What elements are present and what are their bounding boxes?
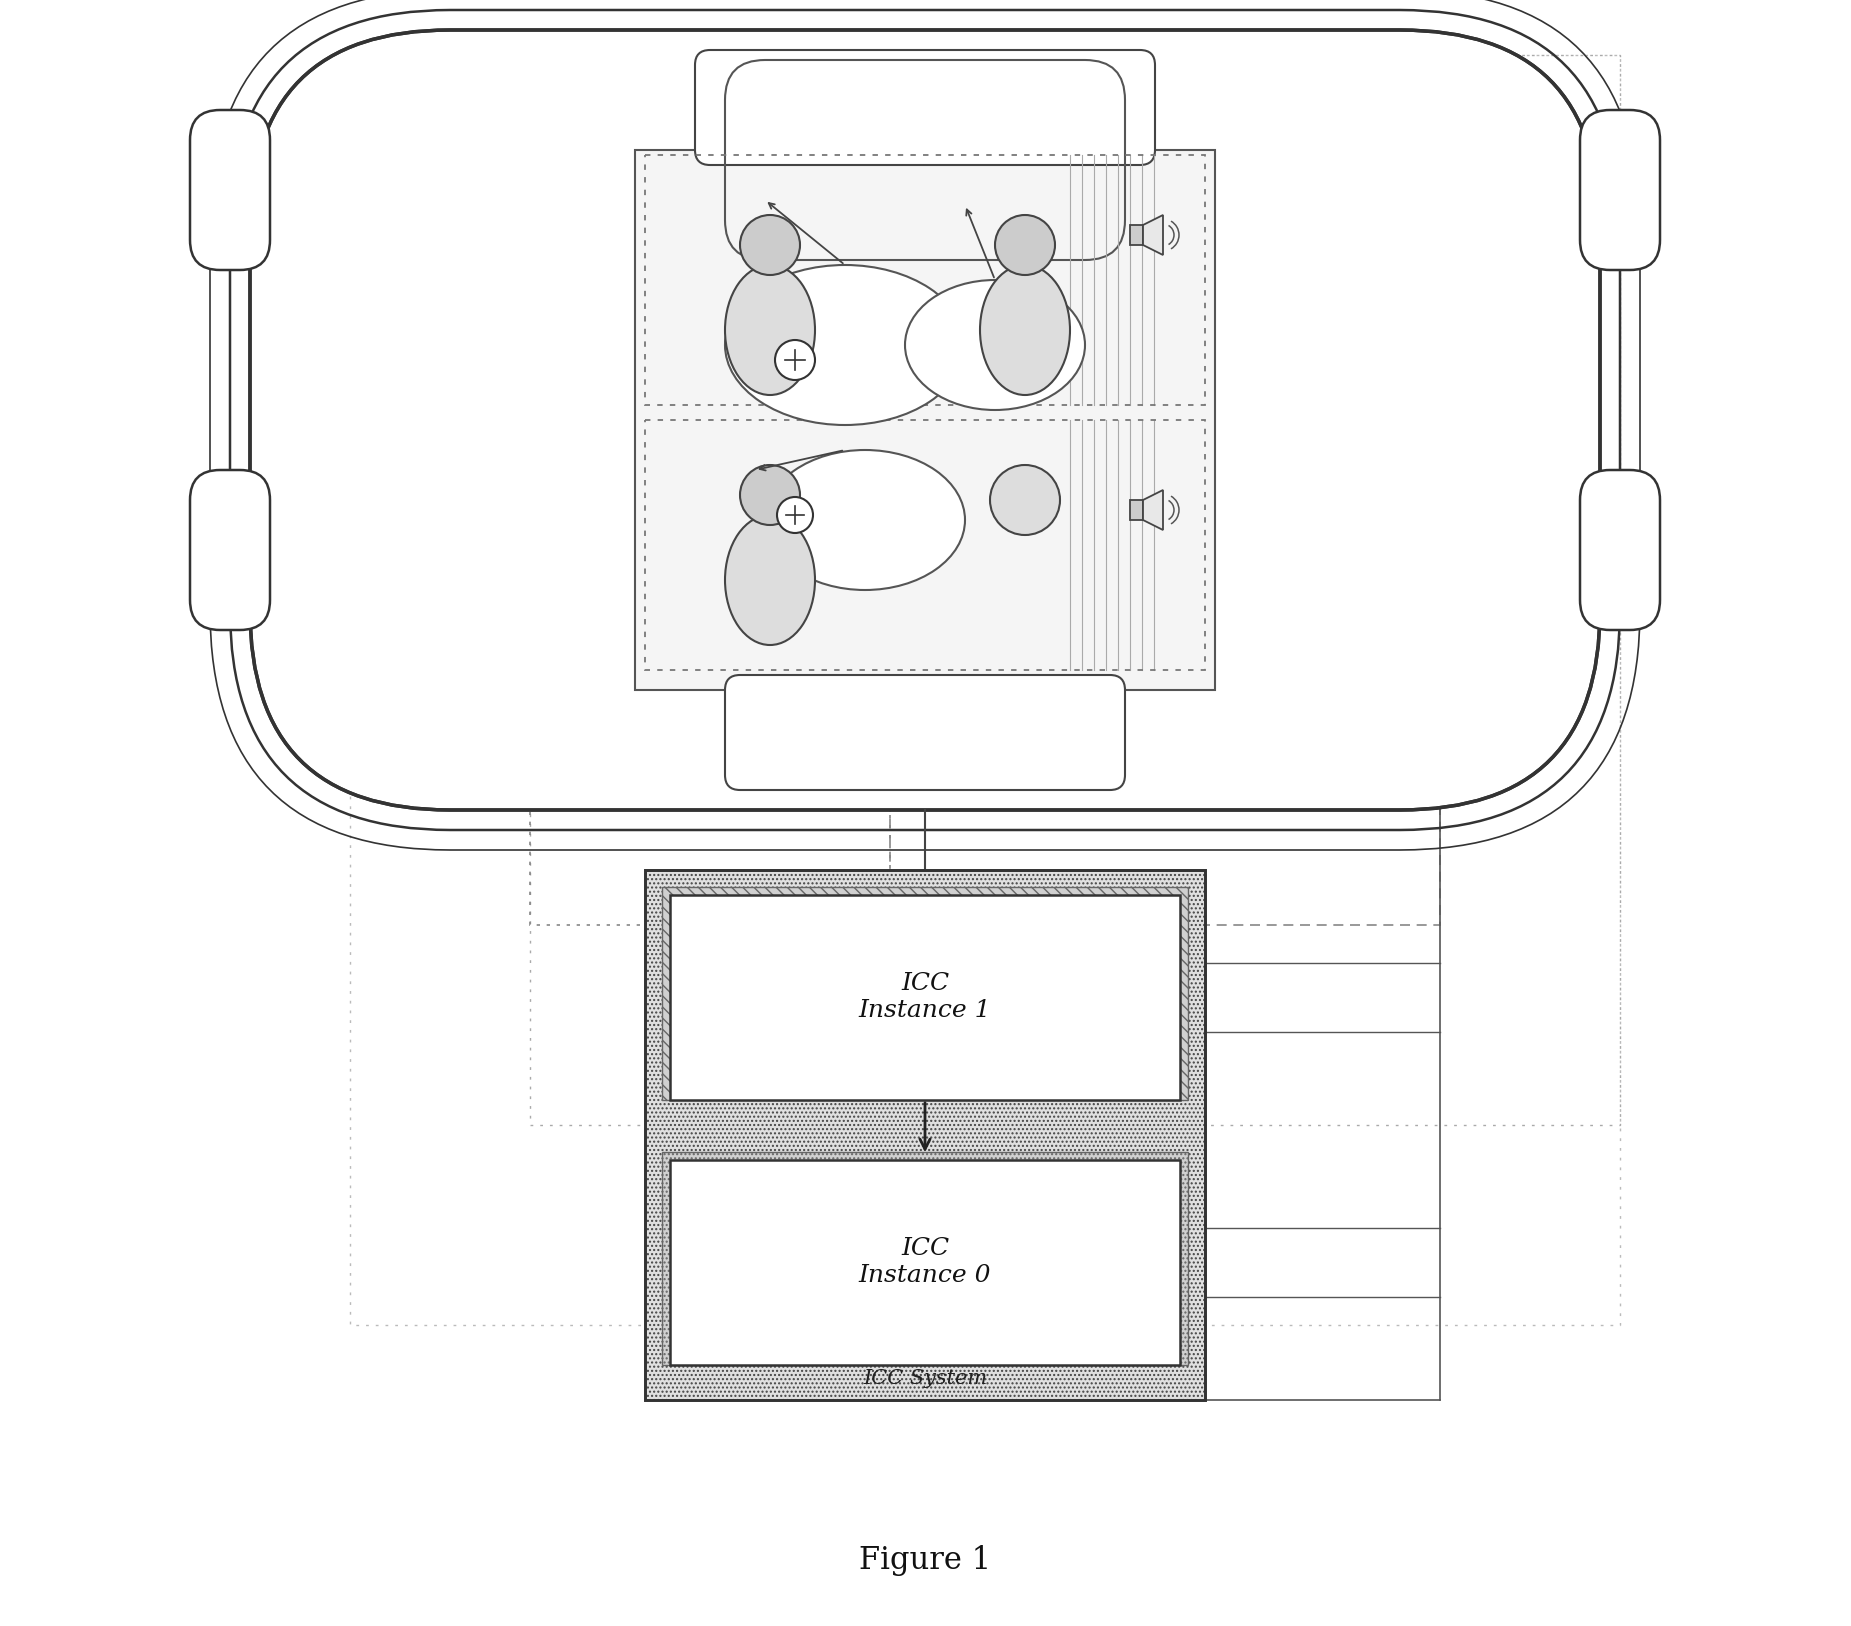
- Bar: [1129, 501, 1144, 520]
- Polygon shape: [1144, 489, 1162, 530]
- Ellipse shape: [979, 265, 1070, 395]
- FancyBboxPatch shape: [191, 111, 270, 270]
- Bar: [663, 1151, 1188, 1364]
- Bar: [670, 894, 1179, 1101]
- Bar: [529, 55, 890, 925]
- Circle shape: [740, 465, 800, 525]
- FancyBboxPatch shape: [1581, 470, 1660, 629]
- Circle shape: [990, 465, 1061, 535]
- Ellipse shape: [905, 280, 1085, 410]
- Ellipse shape: [764, 450, 964, 590]
- Bar: [644, 420, 1205, 670]
- Circle shape: [776, 340, 814, 380]
- Bar: [663, 888, 1188, 1101]
- Bar: [350, 55, 1620, 1325]
- Bar: [644, 154, 1205, 405]
- Text: Figure 1: Figure 1: [859, 1545, 990, 1576]
- Ellipse shape: [726, 515, 814, 646]
- Text: ICC
Instance 0: ICC Instance 0: [859, 1237, 992, 1286]
- Bar: [644, 870, 1205, 1400]
- FancyBboxPatch shape: [1581, 111, 1660, 270]
- FancyBboxPatch shape: [250, 29, 1599, 810]
- Bar: [1129, 224, 1144, 246]
- Polygon shape: [1144, 215, 1162, 255]
- Bar: [529, 55, 1620, 1125]
- FancyBboxPatch shape: [191, 470, 270, 629]
- Bar: [644, 870, 1205, 1400]
- Ellipse shape: [726, 265, 814, 395]
- FancyBboxPatch shape: [726, 675, 1125, 790]
- Text: ICC
Instance 1: ICC Instance 1: [859, 972, 992, 1021]
- FancyBboxPatch shape: [694, 50, 1155, 164]
- Ellipse shape: [726, 265, 964, 424]
- Text: ICC System: ICC System: [863, 1369, 987, 1387]
- Circle shape: [996, 215, 1055, 275]
- Circle shape: [740, 215, 800, 275]
- Bar: [635, 150, 1214, 689]
- Bar: [890, 55, 1440, 925]
- Circle shape: [777, 498, 813, 533]
- Bar: [670, 1159, 1179, 1364]
